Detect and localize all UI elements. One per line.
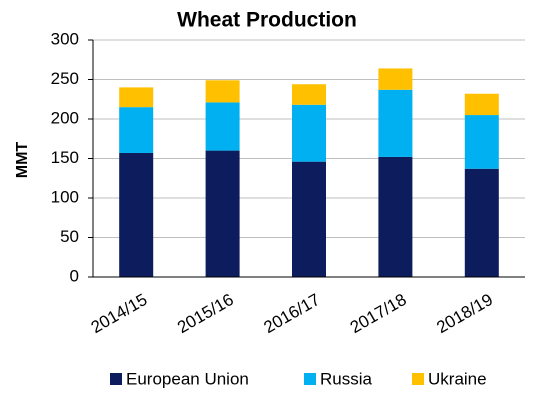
bar-segment [378, 156, 413, 277]
y-tick-label: 150 [51, 148, 79, 167]
bar-segment [292, 104, 326, 162]
y-tick-label: 200 [51, 108, 79, 127]
bar-segment [205, 150, 240, 277]
y-tick-label: 100 [51, 187, 79, 206]
bar-segment [464, 115, 499, 169]
x-tick-label: 2017/18 [347, 290, 410, 337]
y-axis-label: MMT [14, 142, 31, 179]
x-tick-label: 2014/15 [88, 290, 151, 337]
bar-segment [464, 93, 499, 116]
bar-segment [378, 68, 413, 90]
bar-segment [464, 168, 499, 277]
chart-title: Wheat Production [177, 9, 357, 32]
legend-label: Ukraine [428, 369, 487, 388]
bar-segment [292, 84, 326, 105]
y-tick-label: 0 [70, 266, 79, 285]
legend-swatch [304, 373, 316, 385]
bar-segment [205, 80, 240, 103]
legend-swatch [110, 373, 122, 385]
x-tick-label: 2015/16 [174, 290, 237, 337]
y-tick-label: 250 [51, 69, 79, 88]
bar-segment [119, 87, 154, 108]
bar-segment [292, 161, 326, 277]
legend-swatch [412, 373, 424, 385]
bar-segment [378, 89, 413, 157]
legend-label: Russia [320, 369, 373, 388]
bar-segment [205, 102, 240, 151]
x-tick-label: 2018/19 [433, 290, 496, 337]
y-tick-label: 300 [51, 29, 79, 48]
bar-segment [119, 152, 154, 277]
x-tick-label: 2016/17 [261, 290, 324, 337]
y-tick-label: 50 [60, 227, 79, 246]
bar-segment [119, 107, 154, 153]
legend-label: European Union [126, 369, 249, 388]
